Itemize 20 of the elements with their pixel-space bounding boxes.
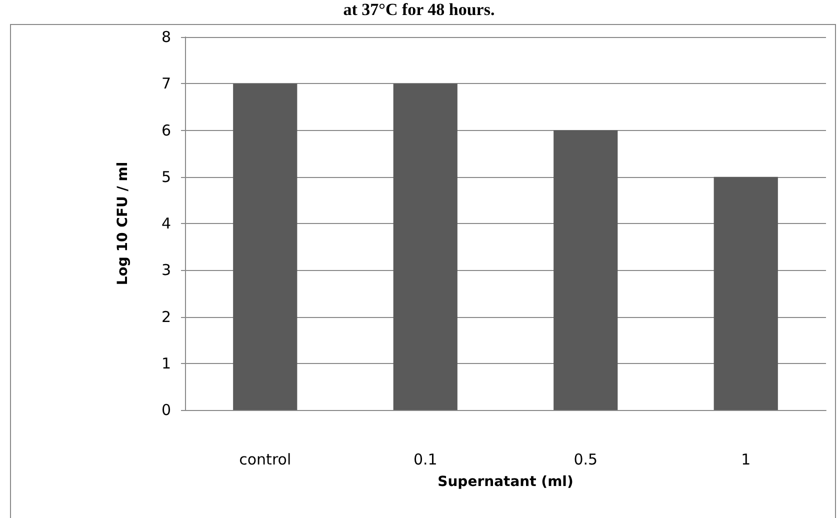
chart-title: at 37°C for 48 hours.: [343, 0, 495, 19]
y-tick-label: 6: [161, 121, 171, 140]
y-tick-label: 3: [161, 261, 171, 280]
bar: [233, 84, 298, 410]
x-tick-label: 0.5: [574, 450, 598, 468]
x-tick-label: control: [239, 450, 292, 468]
y-tick-label: 7: [161, 74, 171, 93]
x-axis-title: Supernatant (ml): [438, 474, 574, 490]
y-tick-label: 0: [161, 401, 171, 419]
x-tick-label: 0.1: [413, 450, 438, 468]
y-tick-label: 8: [161, 28, 171, 46]
y-tick-label: 5: [161, 168, 171, 186]
y-tick-label: 4: [161, 214, 171, 232]
y-tick-label: 2: [161, 308, 171, 326]
bar: [714, 176, 778, 410]
y-axis-title: Log 10 CFU / ml: [115, 162, 131, 286]
bar: [554, 130, 618, 410]
y-tick-label: 1: [161, 354, 171, 372]
bar: [393, 84, 458, 410]
x-tick-label: 1: [741, 450, 751, 468]
